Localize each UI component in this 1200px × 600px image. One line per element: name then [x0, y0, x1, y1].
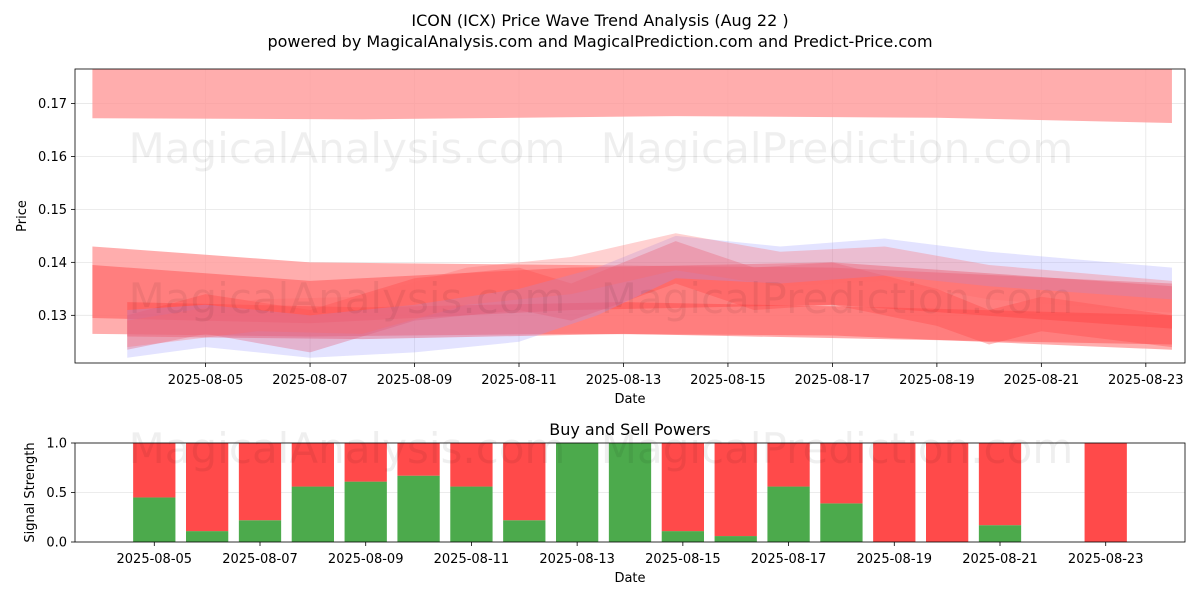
sell-bar [186, 443, 229, 532]
price-x-tick-label: 2025-08-23 [1108, 373, 1184, 388]
watermark-left-top: MagicalAnalysis.com [129, 124, 566, 173]
buy-bar [820, 503, 863, 542]
price-x-tick-label: 2025-08-17 [795, 373, 871, 388]
price-y-tick-label: 0.15 [38, 203, 67, 218]
sell-bar [820, 443, 863, 504]
buy-bar [503, 520, 546, 542]
price-x-tick-label: 2025-08-05 [168, 373, 244, 388]
signal-x-tick-label: 2025-08-11 [434, 552, 510, 567]
price-y-tick-label: 0.14 [38, 256, 67, 271]
chart-subtitle: powered by MagicalAnalysis.com and Magic… [267, 32, 932, 51]
buy-bar [397, 475, 440, 542]
price-panel: 2025-08-05 2025-08-07 2025-08-09 2025-08-11… [15, 68, 1186, 407]
signal-x-tick-label: 2025-08-09 [328, 552, 404, 567]
sell-bar [238, 443, 282, 521]
price-axes-frame [74, 68, 1186, 364]
sell-bar [873, 443, 916, 542]
buy-bar [556, 443, 599, 542]
chart-title: ICON (ICX) Price Wave Trend Analysis (Au… [411, 11, 788, 30]
buy-bar [767, 486, 810, 542]
price-x-tick-label: 2025-08-21 [1004, 373, 1080, 388]
sell-bar [344, 443, 387, 482]
price-band-0 [92, 69, 1172, 124]
price-x-tick-label: 2025-08-15 [690, 373, 766, 388]
price-y-tick-label: 0.17 [38, 97, 67, 112]
signal-x-tick-label: 2025-08-05 [117, 552, 193, 567]
buy-bar [450, 486, 493, 542]
signal-x-axis-label: Date [614, 571, 645, 586]
price-band-6 [127, 233, 1172, 348]
signal-y-tick-label: 0.0 [46, 536, 67, 551]
watermark-right-bottom: MagicalPrediction.com [601, 424, 1074, 473]
price-x-tick-label: 2025-08-07 [272, 373, 348, 388]
signal-y-axis-label: Signal Strength [23, 442, 38, 542]
sell-bar [978, 443, 1022, 526]
buy-bar [291, 486, 334, 542]
signal-panel-title: Buy and Sell Powers [549, 420, 711, 439]
price-y-tick-label: 0.16 [38, 150, 67, 165]
buy-bar [133, 497, 176, 542]
price-x-axis-label: Date [614, 392, 645, 407]
sell-bar [397, 443, 440, 476]
buy-bar [608, 443, 652, 542]
watermark-left-bottom: MagicalAnalysis.com [129, 424, 566, 473]
price-band-2 [92, 262, 1172, 329]
buy-bar [238, 520, 282, 542]
buy-bar [714, 536, 757, 542]
buy-bar [186, 531, 229, 542]
signal-x-tick-label: 2025-08-15 [645, 552, 721, 567]
sell-bar [926, 443, 969, 542]
sell-bar [503, 443, 546, 521]
sell-bar [661, 443, 704, 532]
sell-bar [450, 443, 493, 487]
price-x-tick-label: 2025-08-13 [586, 373, 662, 388]
buy-bar [661, 531, 704, 542]
signal-x-tick-label: 2025-08-21 [962, 552, 1038, 567]
watermark-right-top: MagicalPrediction.com [601, 124, 1074, 173]
price-y-axis-label: Price [15, 200, 30, 232]
price-x-tick-label: 2025-08-09 [377, 373, 453, 388]
signal-x-tick-label: 2025-08-23 [1068, 552, 1144, 567]
sell-bar [133, 443, 176, 498]
sell-bar [1084, 443, 1127, 542]
signal-y-tick-label: 1.0 [46, 437, 67, 452]
watermark-left-mid: MagicalAnalysis.com [129, 274, 566, 323]
signal-x-tick-label: 2025-08-19 [857, 552, 933, 567]
price-band-1 [92, 246, 1172, 350]
sell-bar [714, 443, 757, 537]
signal-x-tick-label: 2025-08-13 [539, 552, 615, 567]
signal-x-tick-label: 2025-08-17 [751, 552, 827, 567]
price-y-tick-label: 0.13 [38, 309, 67, 324]
price-band-3 [127, 302, 1172, 345]
sell-bar [291, 443, 334, 487]
price-band-4 [127, 241, 1172, 353]
sell-bar [767, 443, 810, 487]
watermark-right-mid: MagicalPrediction.com [601, 274, 1074, 323]
signal-x-tick-label: 2025-08-07 [222, 552, 298, 567]
signal-panel: Buy and Sell Powers 2025-08-05 2025-08-07 2… [23, 420, 1186, 586]
buy-bar [344, 481, 387, 542]
buy-bar [978, 525, 1022, 542]
signal-y-tick-label: 0.5 [46, 486, 67, 501]
price-x-tick-label: 2025-08-19 [899, 373, 975, 388]
price-band-5 [127, 235, 1172, 358]
price-x-tick-label: 2025-08-11 [481, 373, 557, 388]
